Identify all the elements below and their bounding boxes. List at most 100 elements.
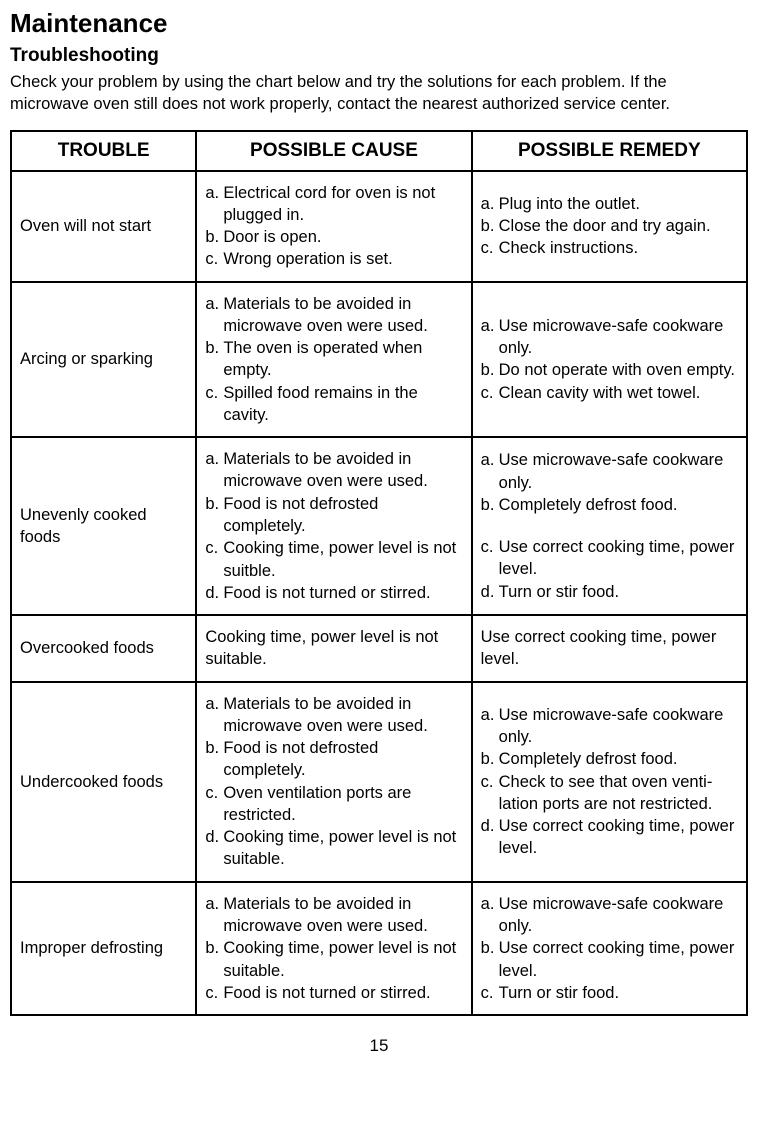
item-marker: c. [205,537,223,559]
table-row: Improper defrostinga.Materials to be avo… [11,882,747,1015]
item-text: Food is not turned or stirred. [223,982,462,1004]
item-text: Completely defrost food. [499,748,738,770]
item-text: Materials to be avoided in microwave ove… [223,448,462,493]
list-item: b.Completely defrost food. [481,494,738,516]
list-item: a.Plug into the outlet. [481,193,738,215]
list-item: c.Spilled food remains in the cavity. [205,382,462,427]
list-item [481,516,738,536]
cause-cell: a.Electrical cord for oven is not plugge… [196,171,471,282]
item-marker: a. [481,893,499,915]
list-item: c.Turn or stir food. [481,982,738,1004]
list-item: a.Materials to be avoided in microwave o… [205,893,462,938]
item-text: Clean cavity with wet towel. [499,382,738,404]
list-item: a.Materials to be avoided in microwave o… [205,448,462,493]
remedy-cell: a.Use microwave-safe cookware only.b.Use… [472,882,747,1015]
list-item: c.Use correct cooking time, power level. [481,536,738,581]
remedy-cell: a.Use microwave-safe cookware only.b.Com… [472,682,747,882]
item-marker: b. [481,494,499,516]
list-item: d.Use correct cooking time, power level. [481,815,738,860]
item-text: Check to see that oven venti- lation por… [499,771,738,816]
item-text: Food is not defrosted completely. [223,737,462,782]
list-item: c.Clean cavity with wet towel. [481,382,738,404]
list-item: d.Turn or stir food. [481,581,738,603]
item-text: Oven ventilation ports are restricted. [223,782,462,827]
item-marker: b. [481,215,499,237]
list-item: b.Close the door and try again. [481,215,738,237]
item-text: Cooking time, power level is not suitabl… [223,937,462,982]
header-trouble: TROUBLE [11,131,196,171]
item-marker: b. [481,937,499,959]
header-cause: POSSIBLE CAUSE [196,131,471,171]
item-text: Use microwave-safe cookware only. [499,449,738,494]
item-marker: b. [481,748,499,770]
item-text: Materials to be avoided in microwave ove… [223,893,462,938]
trouble-cell: Arcing or sparking [11,282,196,438]
item-marker: b. [205,337,223,359]
item-marker: b. [205,937,223,959]
list-item: c.Wrong operation is set. [205,248,462,270]
cause-cell: a.Materials to be avoided in microwave o… [196,682,471,882]
item-text: Wrong operation is set. [223,248,462,270]
item-marker: c. [481,382,499,404]
item-text: Food is not defrosted completely. [223,493,462,538]
trouble-cell: Improper defrosting [11,882,196,1015]
item-marker: d. [205,826,223,848]
item-marker: a. [205,448,223,470]
item-marker: b. [205,493,223,515]
troubleshooting-table: TROUBLE POSSIBLE CAUSE POSSIBLE REMEDY O… [10,130,748,1017]
list-item: a.Use microwave-safe cookware only. [481,893,738,938]
item-text: Food is not turned or stirred. [223,582,462,604]
remedy-cell: a.Plug into the outlet.b.Close the door … [472,171,747,282]
list-item: a.Use microwave-safe cookware only. [481,315,738,360]
item-marker: b. [481,359,499,381]
item-marker: d. [205,582,223,604]
item-marker: c. [205,248,223,270]
cause-cell: Cooking time, power level is not suitabl… [196,615,471,682]
list-item: a.Materials to be avoided in microwave o… [205,693,462,738]
list-item: c.Food is not turned or stirred. [205,982,462,1004]
intro-paragraph: Check your problem by using the chart be… [10,71,748,116]
item-text: Completely defrost food. [499,494,738,516]
item-marker: d. [481,815,499,837]
item-marker: a. [205,693,223,715]
remedy-cell: a.Use microwave-safe cookware only.b.Com… [472,437,747,615]
item-marker: a. [481,193,499,215]
trouble-cell: Undercooked foods [11,682,196,882]
list-item: a.Use microwave-safe cookware only. [481,449,738,494]
list-item: c.Oven ventilation ports are restricted. [205,782,462,827]
table-row: Arcing or sparking a.Materials to be avoi… [11,282,747,438]
list-item: b.The oven is operated when empty. [205,337,462,382]
item-text: Check instructions. [499,237,738,259]
trouble-cell: Unevenly cooked foods [11,437,196,615]
list-item: d.Cooking time, power level is not suita… [205,826,462,871]
item-marker: c. [205,382,223,404]
list-item: b.Use correct cooking time, power level. [481,937,738,982]
list-item: c.Cooking time, power level is not suitb… [205,537,462,582]
item-text: Door is open. [223,226,462,248]
list-item: c.Check to see that oven venti- lation p… [481,771,738,816]
list-item: c.Check instructions. [481,237,738,259]
table-header-row: TROUBLE POSSIBLE CAUSE POSSIBLE REMEDY [11,131,747,171]
item-text: Plug into the outlet. [499,193,738,215]
list-item: a.Use microwave-safe cookware only. [481,704,738,749]
remedy-cell: a.Use microwave-safe cookware only.b.Do … [472,282,747,438]
item-marker: c. [481,771,499,793]
item-text: Cooking time, power level is not suitabl… [223,826,462,871]
section-subtitle: Troubleshooting [10,45,748,67]
item-marker: a. [205,293,223,315]
item-marker: c. [481,982,499,1004]
list-item: b.Do not operate with oven empty. [481,359,738,381]
item-marker: b. [205,226,223,248]
page-number: 15 [10,1036,748,1056]
item-marker: a. [205,893,223,915]
item-text: Turn or stir food. [499,982,738,1004]
item-marker: a. [481,449,499,471]
item-text: Use microwave-safe cookware only. [499,893,738,938]
item-text: Do not operate with oven empty. [499,359,738,381]
item-text: Materials to be avoided in microwave ove… [223,293,462,338]
item-text: Close the door and try again. [499,215,738,237]
list-item: b.Cooking time, power level is not suita… [205,937,462,982]
trouble-cell: Overcooked foods [11,615,196,682]
item-marker: c. [205,782,223,804]
table-row: Unevenly cooked foodsa.Materials to be a… [11,437,747,615]
